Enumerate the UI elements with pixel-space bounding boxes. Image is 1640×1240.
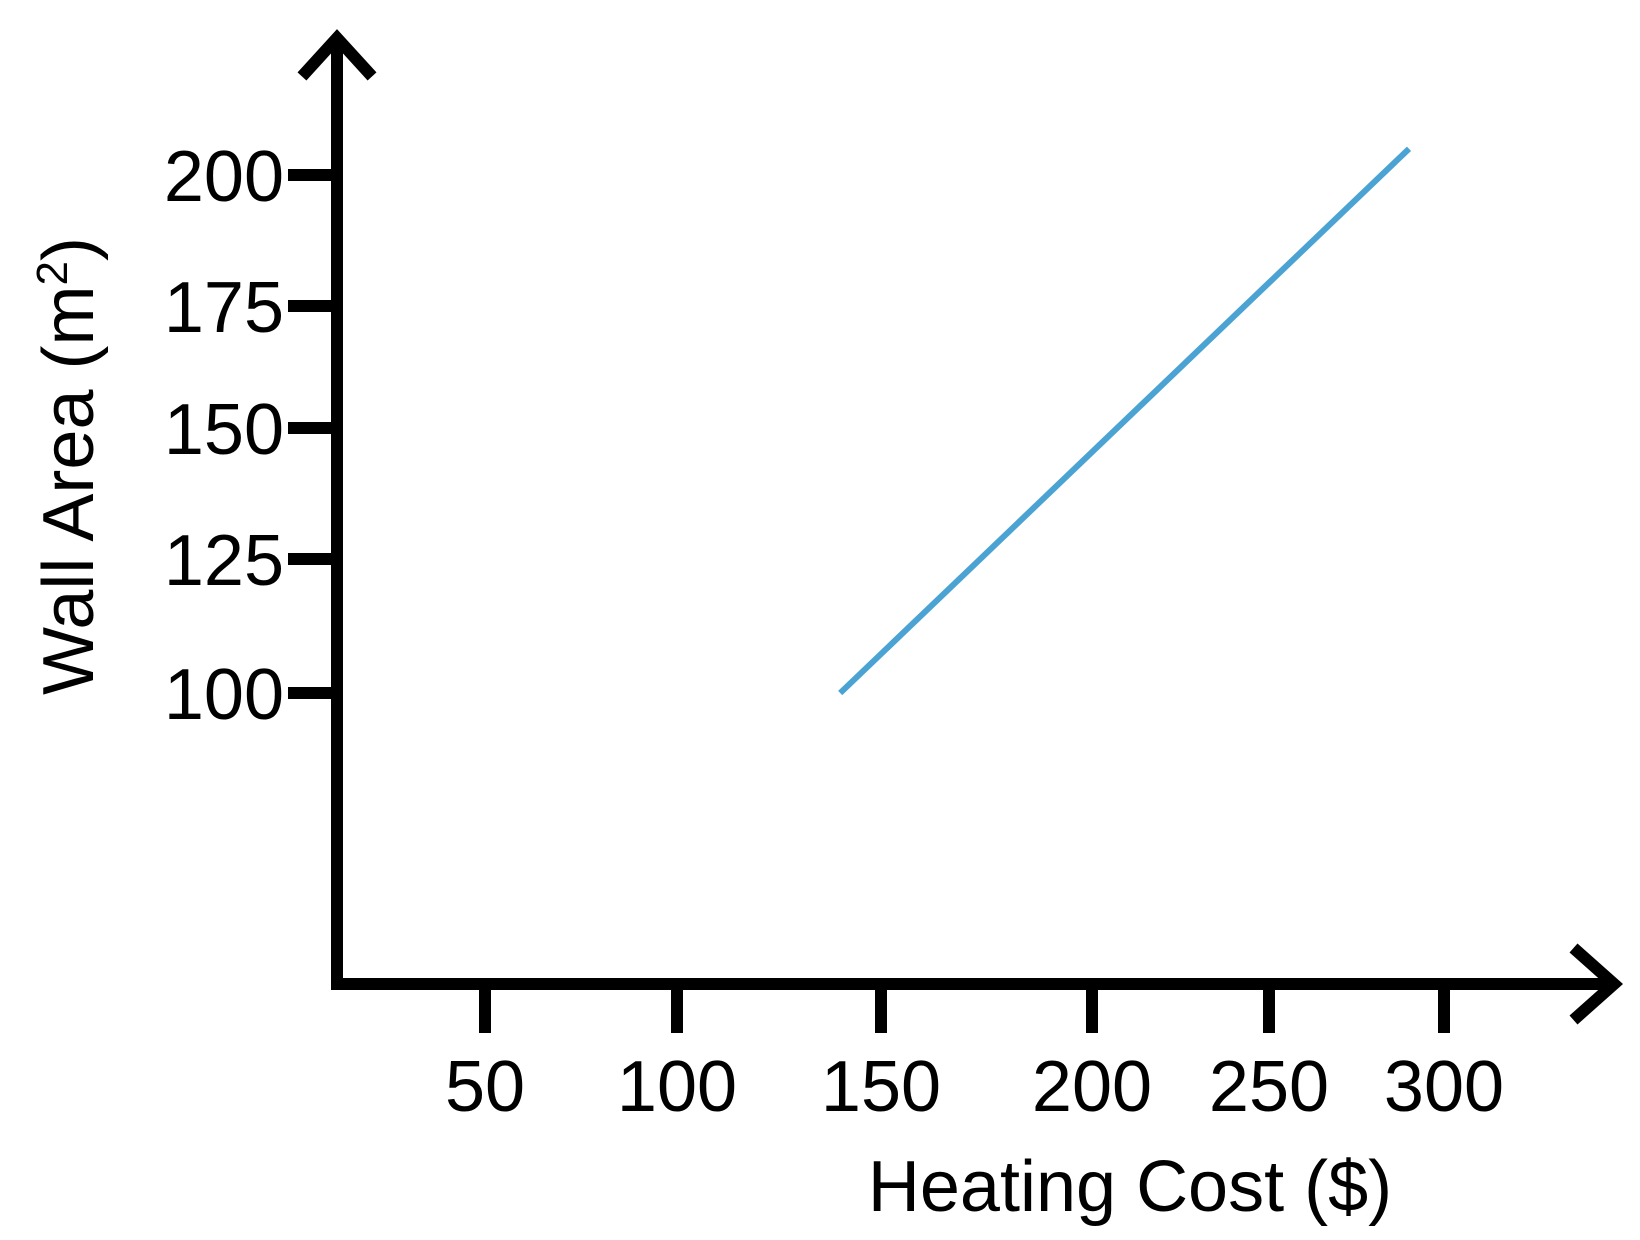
x-axis-arrowhead: [1569, 943, 1624, 1025]
y-axis-arrowhead: [297, 29, 377, 81]
y-ticks: 100 125 150 175 200: [164, 137, 337, 735]
y-tick-label-150: 150: [164, 390, 284, 470]
y-axis-title: Wall Area (m2): [28, 237, 109, 695]
x-tick-label-100: 100: [617, 1047, 737, 1127]
x-tick-label-50: 50: [445, 1047, 525, 1127]
y-tick-label-200: 200: [164, 137, 284, 217]
x-tick-label-250: 250: [1209, 1047, 1329, 1127]
x-axis-title: Heating Cost ($): [868, 1147, 1392, 1227]
series-group: [838, 146, 1412, 696]
x-ticks: 50 100 150 200 250 300: [445, 984, 1504, 1127]
axes: [297, 29, 1624, 1025]
y-tick-label-175: 175: [164, 268, 284, 348]
x-tick-label-200: 200: [1032, 1047, 1152, 1127]
y-axis-title-close: ): [29, 237, 109, 261]
y-tick-label-100: 100: [164, 655, 284, 735]
x-tick-label-300: 300: [1384, 1047, 1504, 1127]
y-axis-title-main: Wall Area (m: [29, 286, 109, 695]
series-line-1: [838, 146, 1412, 696]
x-tick-label-150: 150: [821, 1047, 941, 1127]
y-axis-title-superscript: 2: [28, 261, 77, 285]
y-tick-label-125: 125: [164, 521, 284, 601]
